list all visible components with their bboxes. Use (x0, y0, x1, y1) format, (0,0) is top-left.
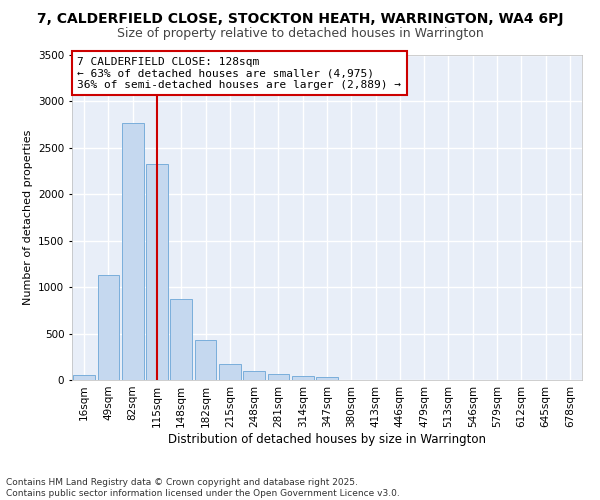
Text: 7 CALDERFIELD CLOSE: 128sqm
← 63% of detached houses are smaller (4,975)
36% of : 7 CALDERFIELD CLOSE: 128sqm ← 63% of det… (77, 56, 401, 90)
Bar (146, 164, 168, 380)
Bar (73, 376, 95, 380)
Bar (194, 340, 217, 380)
X-axis label: Distribution of detached houses by size in Warrington: Distribution of detached houses by size … (168, 432, 486, 446)
Bar (170, 299, 192, 380)
Y-axis label: Number of detached properties: Number of detached properties (23, 130, 32, 305)
Bar (219, 364, 241, 380)
Bar (97, 275, 119, 380)
Text: Contains HM Land Registry data © Crown copyright and database right 2025.
Contai: Contains HM Land Registry data © Crown c… (6, 478, 400, 498)
Bar (243, 370, 265, 380)
Bar (316, 377, 338, 380)
Text: Size of property relative to detached houses in Warrington: Size of property relative to detached ho… (116, 28, 484, 40)
Text: 7, CALDERFIELD CLOSE, STOCKTON HEATH, WARRINGTON, WA4 6PJ: 7, CALDERFIELD CLOSE, STOCKTON HEATH, WA… (37, 12, 563, 26)
Bar (122, 123, 143, 380)
Bar (292, 376, 314, 380)
Bar (268, 374, 289, 380)
